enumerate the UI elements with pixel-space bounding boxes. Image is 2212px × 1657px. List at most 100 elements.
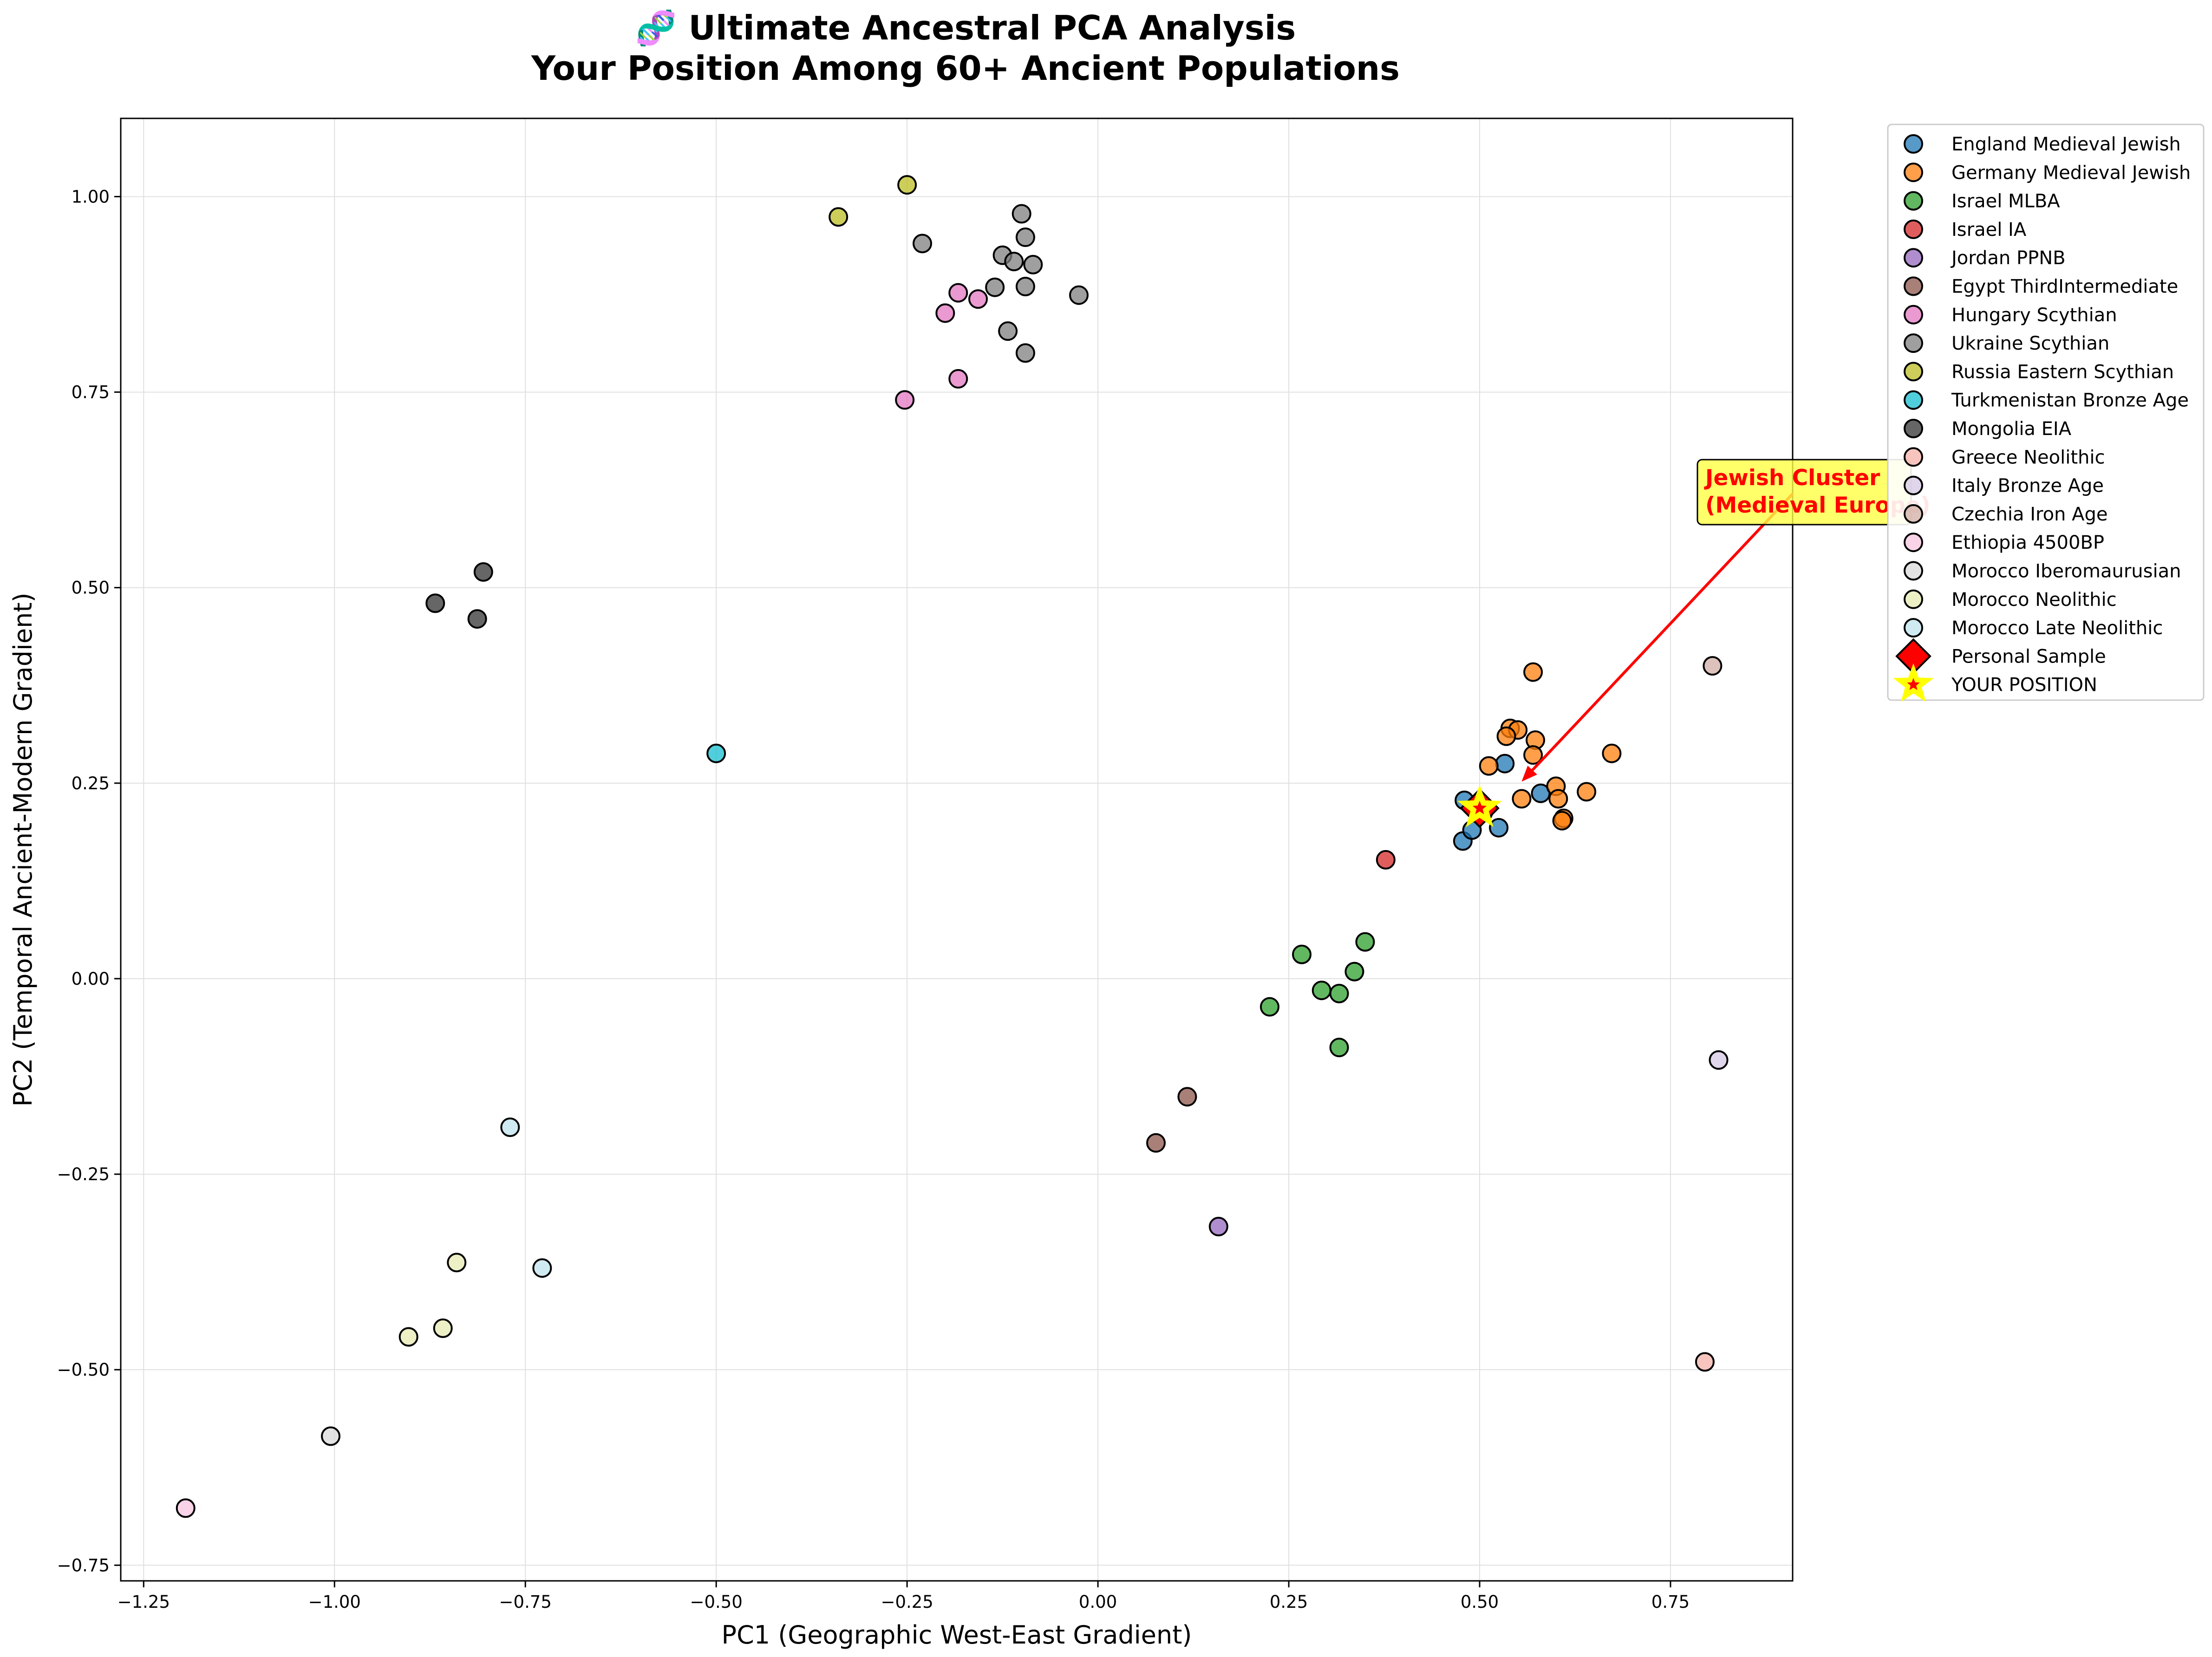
legend-label-morocco-late-neolithic: Morocco Late Neolithic [1951,617,2163,639]
legend-marker-italy-bronze-age [1904,475,1923,495]
x-tick-label: 0.75 [1651,1592,1690,1612]
point-ukraine-scythian [1023,255,1043,274]
legend-label-russia-eastern-scythian: Russia Eastern Scythian [1951,361,2174,383]
point-germany-medieval-jewish [1552,811,1572,831]
point-russia-eastern-scythian [829,207,848,227]
point-morocco-iberomaurusian [321,1426,341,1446]
legend-label-your-position: YOUR POSITION [1951,675,2097,696]
chart-title: 🧬 Ultimate Ancestral PCA Analysis [635,8,1296,48]
legend-label-ukraine-scythian: Ukraine Scythian [1951,333,2109,354]
point-your-position-center [1472,800,1487,814]
point-israel-mlba [1329,983,1349,1003]
y-tick-label: −0.25 [57,1164,110,1184]
y-axis-label: PC2 (Temporal Ancient-Modern Gradient) [8,592,38,1106]
legend-marker-czechia-iron-age [1904,504,1923,524]
y-tick-label: −0.50 [57,1360,110,1380]
annotation-text-line1: Jewish Cluster [1704,465,1880,491]
legend-label-personal-sample: Personal Sample [1951,646,2106,667]
legend-marker-morocco-iberomaurusian [1904,561,1923,581]
legend-marker-hungary-scythian [1904,305,1923,325]
annotation-arrow-head [1521,766,1537,782]
data-points [176,175,1729,1518]
legend-marker-mongolia-eia [1904,419,1923,438]
point-mongolia-eia [467,609,487,629]
point-ukraine-scythian [913,234,933,253]
point-hungary-scythian [968,289,988,309]
legend-label-germany-medieval-jewish: Germany Medieval Jewish [1951,162,2191,183]
grid [121,118,1793,1581]
legend-marker-ethiopia-4500bp [1904,533,1923,552]
point-germany-medieval-jewish [1523,745,1543,765]
x-tick-label: −0.25 [881,1592,933,1612]
point-greece-neolithic [1695,1352,1715,1372]
point-hungary-scythian [948,369,968,389]
point-israel-ia [1376,850,1396,870]
legend-label-turkmenistan-bronze-age: Turkmenistan Bronze Age [1951,390,2189,411]
x-tick-label: 0.50 [1461,1592,1499,1612]
point-egypt-thirdintermediate [1177,1087,1197,1107]
legend-marker-russia-eastern-scythian [1904,362,1923,382]
point-mongolia-eia [473,562,493,582]
point-turkmenistan-bronze-age [706,743,726,763]
legend-label-morocco-neolithic: Morocco Neolithic [1951,589,2117,611]
point-israel-mlba [1344,962,1364,981]
x-tick-label: −1.00 [308,1592,361,1612]
point-israel-mlba [1259,997,1279,1017]
y-tick-label: 0.25 [72,773,110,793]
plot-area-frame [120,117,1794,1582]
point-mongolia-eia [425,593,445,613]
chart-subtitle: Your Position Among 60+ Ancient Populati… [531,49,1400,88]
x-tick-label: −0.50 [690,1592,742,1612]
legend-label-israel-ia: Israel IA [1951,219,2027,240]
point-hungary-scythian [895,390,915,410]
point-israel-mlba [1312,981,1331,1001]
point-czechia-iron-age [1703,656,1723,676]
legend-label-ethiopia-4500bp: Ethiopia 4500BP [1951,532,2104,553]
annotation-arrow [1531,493,1794,771]
legend-label-mongolia-eia: Mongolia EIA [1951,418,2072,440]
point-germany-medieval-jewish [1577,782,1597,802]
legend-label-morocco-iberomaurusian: Morocco Iberomaurusian [1951,561,2181,582]
point-ukraine-scythian [1015,343,1035,363]
legend-marker-greece-neolithic [1904,447,1923,467]
point-ukraine-scythian [1011,204,1031,224]
point-ukraine-scythian [1004,252,1024,272]
point-england-medieval-jewish [1495,754,1515,773]
point-egypt-thirdintermediate [1146,1133,1166,1153]
point-england-medieval-jewish [1489,818,1509,838]
legend-marker-egypt-thirdintermediate [1904,276,1923,296]
x-tick-label: −0.75 [499,1592,552,1612]
legend: England Medieval Jewish Germany Medieval … [1887,123,2205,702]
point-ukraine-scythian [1015,277,1035,297]
legend-label-jordan-ppnb: Jordan PPNB [1950,247,2066,269]
point-germany-medieval-jewish [1479,756,1499,776]
y-tick-label: 0.50 [72,578,110,598]
point-morocco-late-neolithic [500,1117,520,1137]
legend-label-england-medieval-jewish: England Medieval Jewish [1951,134,2181,155]
point-germany-medieval-jewish [1496,726,1516,746]
point-russia-eastern-scythian [897,175,917,195]
point-morocco-neolithic [447,1253,467,1273]
legend-label-hungary-scythian: Hungary Scythian [1951,305,2117,326]
x-axis-label: PC1 (Geographic West-East Gradient) [722,1620,1192,1650]
legend-marker-israel-mlba [1904,191,1923,211]
legend-label-israel-mlba: Israel MLBA [1951,191,2060,212]
point-italy-bronze-age [1709,1050,1729,1070]
point-hungary-scythian [948,283,968,303]
point-germany-medieval-jewish [1523,662,1543,682]
point-morocco-neolithic [398,1327,418,1347]
legend-marker-ukraine-scythian [1904,333,1923,353]
x-tick-label: 0.00 [1079,1592,1117,1612]
point-israel-mlba [1329,1038,1349,1058]
point-ukraine-scythian [985,277,1005,297]
legend-marker-morocco-neolithic [1904,589,1923,609]
y-tick-label: 0.00 [72,969,110,989]
legend-frame [1887,123,2205,701]
point-morocco-late-neolithic [532,1258,552,1278]
point-jordan-ppnb [1208,1216,1228,1236]
legend-marker-germany-medieval-jewish [1904,162,1923,182]
point-ethiopia-4500bp [176,1498,196,1518]
legend-label-czechia-iron-age: Czechia Iron Age [1951,504,2108,525]
axis-ticks: −1.25 −1.00 −0.75 −0.50 −0.25 0.00 0.25 0.50 0.7… [57,187,1690,1612]
